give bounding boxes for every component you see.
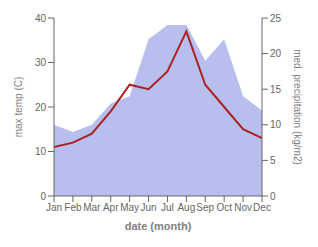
svg-text:0: 0 [270,191,276,202]
svg-text:Aug: Aug [177,202,195,213]
svg-text:Sep: Sep [196,202,214,213]
svg-text:Oct: Oct [216,202,232,213]
svg-text:Jan: Jan [46,202,62,213]
svg-text:Mar: Mar [83,202,101,213]
svg-text:25: 25 [270,13,282,24]
svg-text:15: 15 [270,84,282,95]
svg-text:40: 40 [35,13,47,24]
svg-text:Jun: Jun [140,202,156,213]
svg-text:date (month): date (month) [125,220,192,232]
svg-text:max temp (C): max temp (C) [13,77,24,138]
svg-text:Dec: Dec [253,202,271,213]
svg-text:30: 30 [35,57,47,68]
svg-text:May: May [120,202,139,213]
svg-text:10: 10 [35,146,47,157]
svg-text:20: 20 [270,48,282,59]
svg-text:20: 20 [35,102,47,113]
svg-text:med. precipitation (kg/m2): med. precipitation (kg/m2) [292,49,303,165]
svg-text:Nov: Nov [234,202,252,213]
svg-text:10: 10 [270,119,282,130]
svg-text:Feb: Feb [64,202,82,213]
svg-text:Jul: Jul [161,202,174,213]
svg-text:0: 0 [40,191,46,202]
svg-text:5: 5 [270,155,276,166]
svg-text:Apr: Apr [103,202,119,213]
